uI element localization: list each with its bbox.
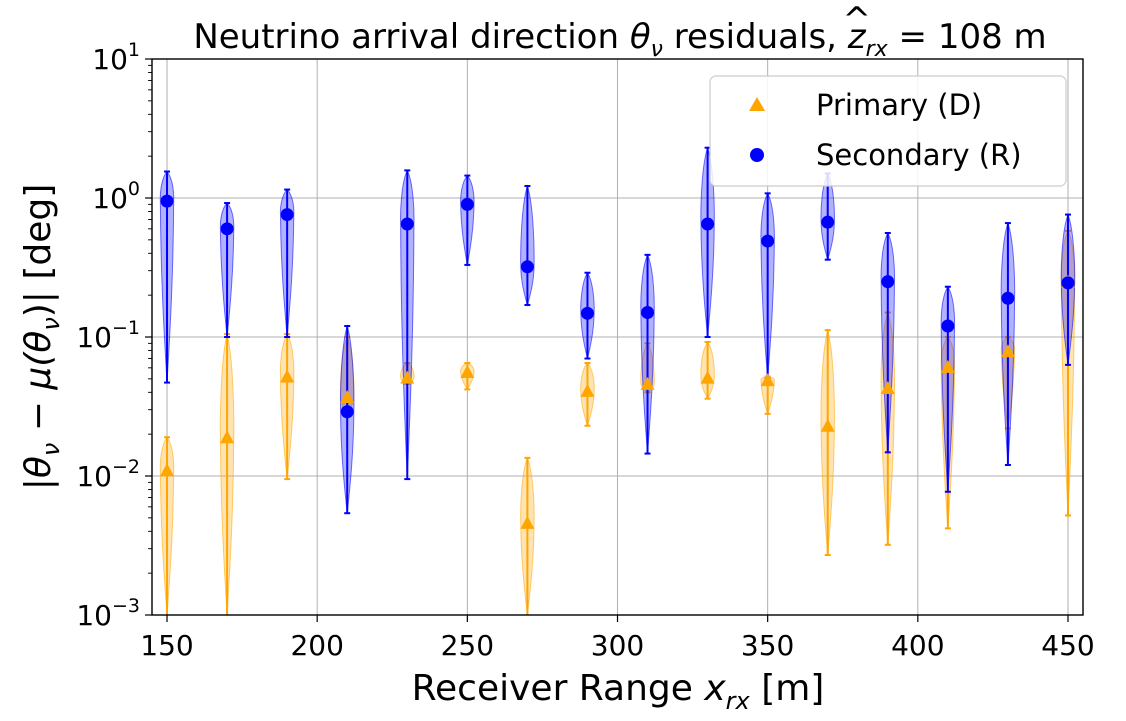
legend-label-primary: Primary (D) bbox=[816, 88, 982, 122]
marker-primary bbox=[1000, 344, 1015, 358]
marker-secondary bbox=[941, 319, 955, 333]
marker-secondary bbox=[400, 217, 414, 231]
legend-marker-secondary bbox=[750, 148, 764, 162]
marker-primary bbox=[340, 390, 355, 404]
marker-primary bbox=[880, 380, 895, 394]
marker-secondary bbox=[520, 260, 534, 274]
marker-primary bbox=[820, 418, 835, 432]
x-tick-label: 200 bbox=[290, 629, 343, 662]
y-axis-label: |θν − μ(θν)| [deg] bbox=[18, 184, 65, 491]
marker-secondary bbox=[280, 208, 294, 222]
marker-secondary bbox=[1061, 276, 1075, 290]
chart-title: Neutrino arrival direction θν residuals,… bbox=[193, 17, 1046, 62]
y-tick-label: 10−3 bbox=[76, 595, 140, 632]
marker-primary bbox=[160, 463, 175, 477]
marker-primary bbox=[400, 370, 415, 384]
legend-label-secondary: Secondary (R) bbox=[816, 138, 1022, 172]
x-tick-label: 450 bbox=[1041, 629, 1094, 662]
x-tick-label: 300 bbox=[591, 629, 644, 662]
marker-primary bbox=[700, 370, 715, 384]
data-markers bbox=[160, 194, 1075, 529]
marker-primary bbox=[280, 369, 295, 383]
x-tick-label: 150 bbox=[140, 629, 193, 662]
marker-secondary bbox=[821, 215, 835, 229]
y-tick-label: 10−2 bbox=[76, 456, 140, 493]
marker-secondary bbox=[641, 306, 655, 320]
x-tick-label: 350 bbox=[741, 629, 794, 662]
marker-secondary bbox=[160, 194, 174, 208]
legend-marker-primary bbox=[749, 97, 765, 111]
marker-primary bbox=[760, 373, 775, 387]
marker-secondary bbox=[761, 234, 775, 248]
legend-box bbox=[709, 75, 1067, 187]
marker-primary bbox=[520, 515, 535, 529]
marker-primary bbox=[940, 359, 955, 373]
marker-primary bbox=[580, 383, 595, 397]
marker-secondary bbox=[460, 197, 474, 211]
y-tick-label: 10−1 bbox=[76, 317, 140, 354]
marker-primary bbox=[220, 430, 235, 444]
y-tick-label: 101 bbox=[92, 39, 140, 76]
marker-secondary bbox=[340, 405, 354, 419]
x-tick-label: 250 bbox=[441, 629, 494, 662]
x-tick-label: 400 bbox=[891, 629, 944, 662]
marker-primary bbox=[640, 376, 655, 390]
y-tick-label: 100 bbox=[92, 178, 140, 215]
axis-ticks: 150 200 250 300 350 400 450 10−3 10−2 10−1 100 101 bbox=[76, 39, 1094, 662]
marker-secondary bbox=[881, 275, 895, 289]
marker-secondary bbox=[701, 217, 715, 231]
marker-primary bbox=[460, 365, 475, 379]
marker-secondary bbox=[580, 306, 594, 320]
marker-secondary bbox=[220, 222, 234, 236]
legend: Primary (D) Secondary (R) bbox=[709, 75, 1067, 187]
x-axis-label: Receiver Range xrx [m] bbox=[412, 668, 825, 715]
marker-secondary bbox=[1001, 291, 1015, 305]
title-zhat-caret: ^ bbox=[843, 0, 872, 40]
